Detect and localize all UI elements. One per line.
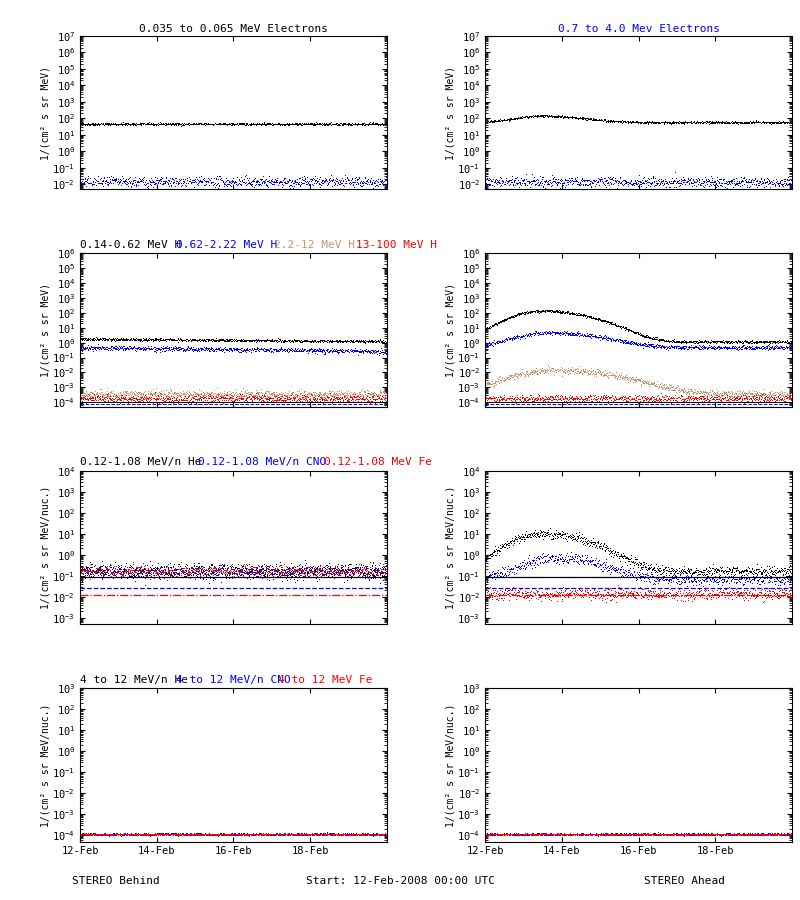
Text: 13-100 MeV H: 13-100 MeV H <box>356 240 437 250</box>
Text: 0.12-1.08 MeV/n CNO: 0.12-1.08 MeV/n CNO <box>198 457 326 467</box>
Title: 0.035 to 0.065 MeV Electrons: 0.035 to 0.065 MeV Electrons <box>139 23 328 34</box>
Y-axis label: 1/(cm² s sr MeV/nuc.): 1/(cm² s sr MeV/nuc.) <box>41 486 51 609</box>
Y-axis label: 1/(cm² s sr MeV/nuc.): 1/(cm² s sr MeV/nuc.) <box>41 703 50 826</box>
Text: Start: 12-Feb-2008 00:00 UTC: Start: 12-Feb-2008 00:00 UTC <box>306 876 494 886</box>
Y-axis label: 1/(cm² s sr MeV/nuc.): 1/(cm² s sr MeV/nuc.) <box>446 486 456 609</box>
Text: 0.12-1.08 MeV Fe: 0.12-1.08 MeV Fe <box>324 457 432 467</box>
Text: 0.14-0.62 MeV H: 0.14-0.62 MeV H <box>80 240 182 250</box>
Text: 2.2-12 MeV H: 2.2-12 MeV H <box>274 240 355 250</box>
Text: 4 to 12 MeV/n He: 4 to 12 MeV/n He <box>80 675 188 685</box>
Title: 0.7 to 4.0 Mev Electrons: 0.7 to 4.0 Mev Electrons <box>558 23 719 34</box>
Y-axis label: 1/(cm² s sr MeV): 1/(cm² s sr MeV) <box>446 66 456 159</box>
Text: 4 to 12 MeV/n CNO: 4 to 12 MeV/n CNO <box>176 675 290 685</box>
Text: 4 to 12 MeV Fe: 4 to 12 MeV Fe <box>278 675 373 685</box>
Y-axis label: 1/(cm² s sr MeV): 1/(cm² s sr MeV) <box>446 283 456 377</box>
Text: 0.62-2.22 MeV H: 0.62-2.22 MeV H <box>176 240 278 250</box>
Text: 0.12-1.08 MeV/n He: 0.12-1.08 MeV/n He <box>80 457 202 467</box>
Text: STEREO Ahead: STEREO Ahead <box>643 876 725 886</box>
Text: STEREO Behind: STEREO Behind <box>72 876 160 886</box>
Y-axis label: 1/(cm² s sr MeV/nuc.): 1/(cm² s sr MeV/nuc.) <box>446 703 456 826</box>
Y-axis label: 1/(cm² s sr MeV): 1/(cm² s sr MeV) <box>41 66 51 159</box>
Y-axis label: 1/(cm² s sr MeV): 1/(cm² s sr MeV) <box>41 283 50 377</box>
